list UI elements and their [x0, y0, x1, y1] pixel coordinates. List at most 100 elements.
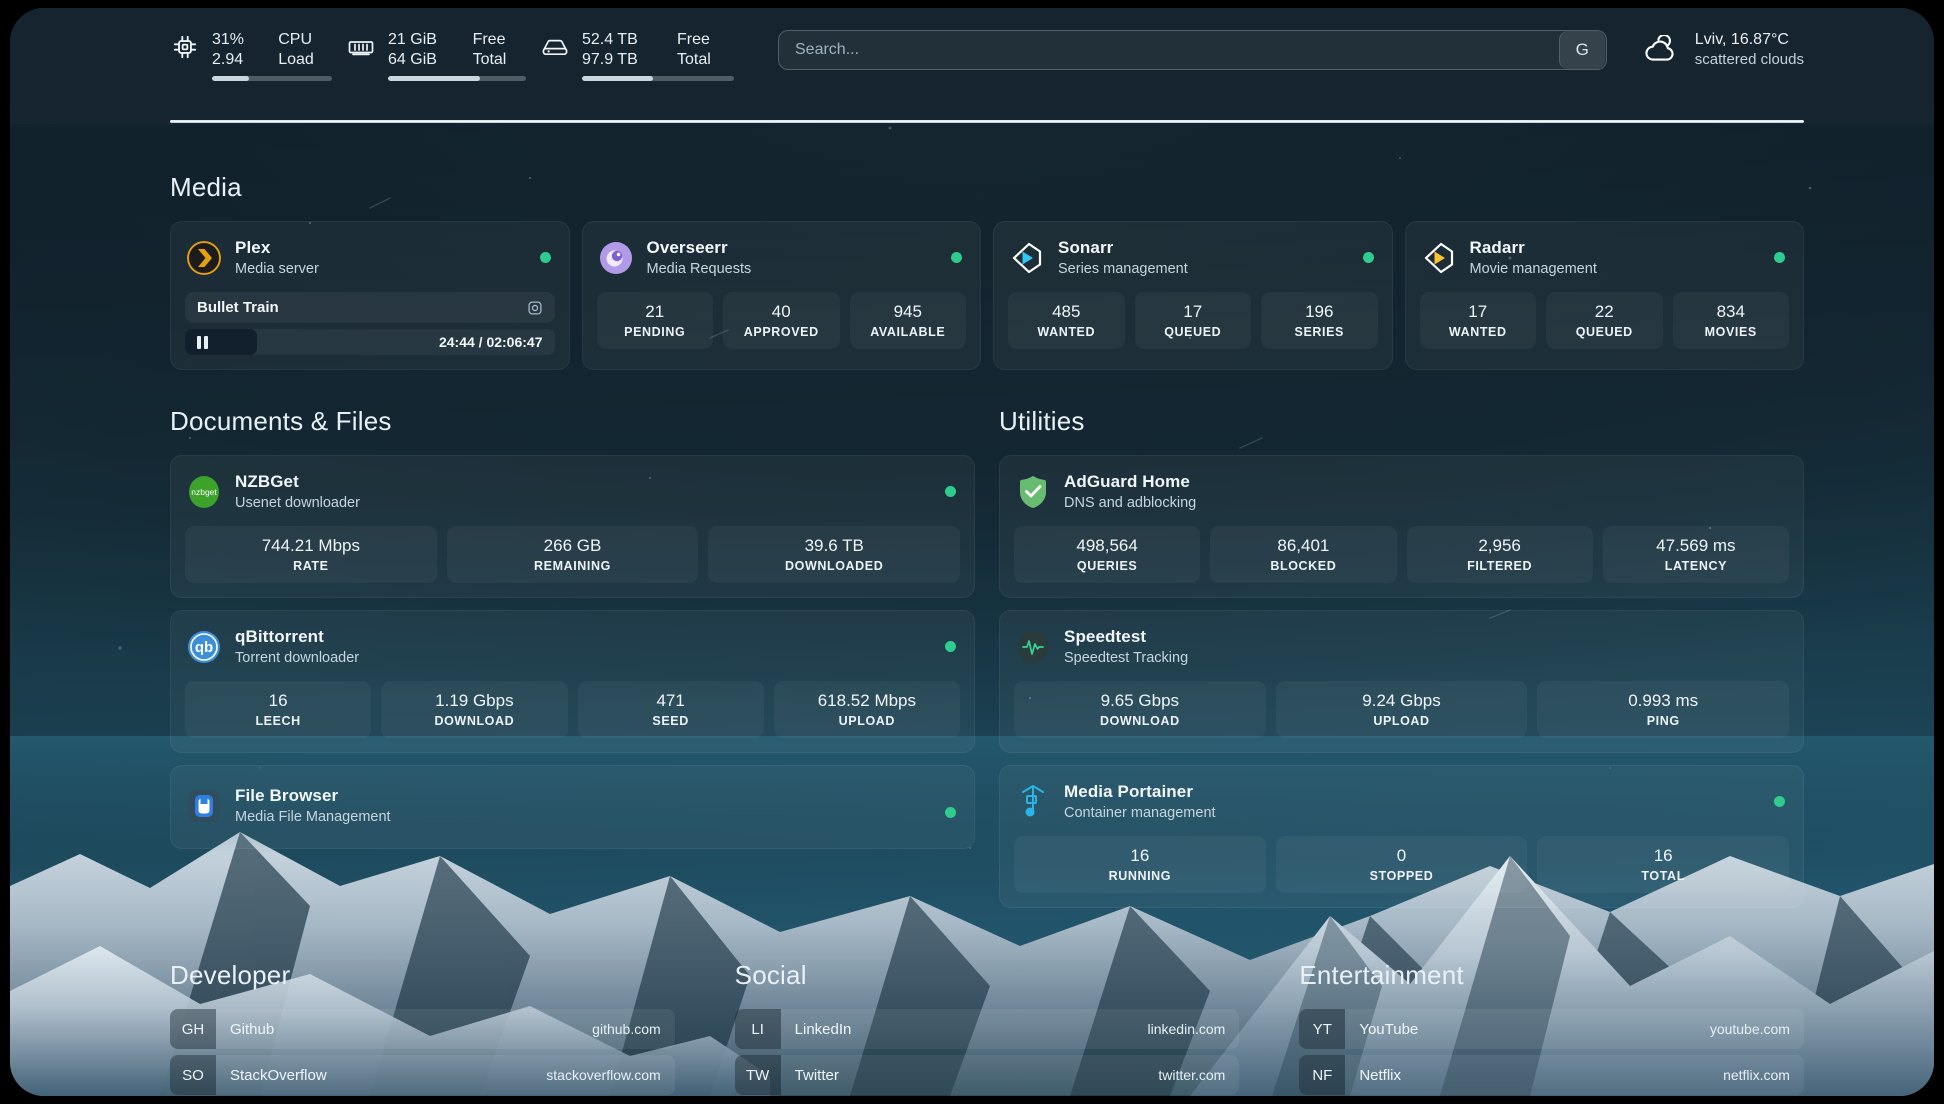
- stat-cell[interactable]: 744.21 Mbps RATE: [185, 526, 437, 583]
- stat-cell[interactable]: 40 APPROVED: [723, 292, 840, 349]
- bookmark-item[interactable]: SO StackOverflow stackoverflow.com: [170, 1055, 675, 1095]
- stat-value: 16: [268, 691, 288, 710]
- service-card-speedtest[interactable]: Speedtest Speedtest Tracking 9.65 Gbps D…: [999, 610, 1804, 753]
- plex-progress-bar[interactable]: 24:44 / 02:06:47: [185, 329, 555, 355]
- bookmark-abbr: YT: [1299, 1009, 1346, 1049]
- plex-now-playing[interactable]: Bullet Train: [185, 292, 555, 323]
- bookmark-name: Netflix: [1359, 1066, 1402, 1084]
- bookmark-item[interactable]: YT YouTube youtube.com: [1299, 1009, 1804, 1049]
- stat-cell[interactable]: 22 QUEUED: [1546, 292, 1663, 349]
- plex-device-icon: [527, 300, 543, 316]
- service-card-nzbget[interactable]: nzbget NZBGet Usenet downloader: [170, 455, 975, 598]
- pause-icon[interactable]: [197, 335, 208, 349]
- stat-value: 39.6 TB: [804, 536, 864, 555]
- service-name: qBittorrent: [235, 627, 324, 646]
- stat-cell[interactable]: 0.993 ms PING: [1537, 681, 1790, 738]
- stat-label: DOWNLOAD: [434, 714, 515, 728]
- search-bar[interactable]: G: [778, 30, 1607, 70]
- service-card-file-browser[interactable]: File Browser Media File Management: [170, 765, 975, 849]
- memory-total-label: Total: [472, 51, 507, 68]
- service-card-media-portainer[interactable]: Media Portainer Container management 16 …: [999, 765, 1804, 908]
- wallpaper: [10, 8, 1934, 1096]
- stat-cell[interactable]: 0 STOPPED: [1275, 836, 1528, 893]
- status-badge: [1774, 796, 1785, 807]
- stat-label: PING: [1646, 714, 1680, 728]
- stat-cell[interactable]: 86,401 BLOCKED: [1210, 526, 1397, 583]
- bookmark-url: twitter.com: [1158, 1067, 1226, 1083]
- service-name: File Browser: [235, 786, 339, 805]
- stat-cell[interactable]: 196 SERIES: [1261, 292, 1378, 349]
- service-card-plex[interactable]: Plex Media server Bullet Train: [170, 221, 570, 370]
- stat-label: FILTERED: [1467, 559, 1533, 573]
- stat-cell[interactable]: 16 RUNNING: [1014, 836, 1266, 893]
- service-card-qbittorrent[interactable]: qb qBittorrent Torrent downloader: [170, 610, 975, 753]
- weather-widget[interactable]: Lviv, 16.87°C scattered clouds: [1607, 30, 1804, 70]
- stat-value: 17: [1468, 302, 1488, 321]
- service-desc: Media Requests: [646, 261, 752, 277]
- stat-cell[interactable]: 266 GB REMAINING: [446, 526, 699, 583]
- search-input[interactable]: [779, 31, 1559, 69]
- dashboard-content: Media Plex Media server: [10, 124, 1934, 1096]
- service-card-adguard-home[interactable]: AdGuard Home DNS and adblocking 498,564 …: [999, 455, 1804, 598]
- stat-cell[interactable]: 2,956 FILTERED: [1406, 526, 1593, 583]
- stat-cell[interactable]: 39.6 TB DOWNLOADED: [708, 526, 961, 583]
- service-desc: Media server: [235, 261, 319, 277]
- header-divider: [170, 120, 1804, 123]
- stat-value: 9.24 Gbps: [1362, 691, 1441, 710]
- stat-label: QUEUED: [1164, 325, 1222, 339]
- stat-label: RUNNING: [1108, 869, 1172, 883]
- bookmark-item[interactable]: NF Netflix netflix.com: [1299, 1055, 1804, 1095]
- bookmark-abbr: GH: [170, 1009, 216, 1049]
- stat-cell[interactable]: 834 MOVIES: [1672, 292, 1789, 349]
- service-card-overseerr[interactable]: Overseerr Media Requests 21 PENDING 40 A…: [581, 221, 981, 370]
- bookmark-name: YouTube: [1359, 1020, 1419, 1038]
- stat-cell[interactable]: 17 WANTED: [1419, 292, 1536, 349]
- status-badge: [945, 641, 956, 652]
- stat-value: 9.65 Gbps: [1100, 691, 1180, 710]
- service-card-radarr[interactable]: Radarr Movie management 17 WANTED 22 QUE…: [1404, 221, 1804, 370]
- service-desc: DNS and adblocking: [1064, 495, 1197, 511]
- stat-value: 834: [1716, 302, 1745, 321]
- bookmark-item[interactable]: GH Github github.com: [170, 1009, 675, 1049]
- stat-value: 618.52 Mbps: [817, 691, 917, 710]
- stat-cell[interactable]: 47.569 ms LATENCY: [1602, 526, 1789, 583]
- stat-value: 266 GB: [543, 536, 602, 555]
- stat-cell[interactable]: 945 AVAILABLE: [849, 292, 966, 349]
- stat-label: DOWNLOADED: [785, 559, 884, 573]
- bookmark-item[interactable]: TW Twitter twitter.com: [734, 1055, 1240, 1095]
- service-name: AdGuard Home: [1064, 472, 1190, 491]
- weather-condition: scattered clouds: [1694, 51, 1804, 68]
- bookmarks-section: Developer GH Github github.com SO StackO…: [170, 960, 1804, 1096]
- stat-label: PENDING: [624, 325, 686, 339]
- stat-cell[interactable]: 16 LEECH: [185, 681, 372, 738]
- stat-disk[interactable]: 52.4 TB Free 97.9 TB Total: [540, 30, 748, 81]
- bookmark-group-title: Social: [734, 960, 807, 990]
- service-card-sonarr[interactable]: Sonarr Series management 485 WANTED 17 Q…: [993, 221, 1393, 370]
- stat-cell[interactable]: 485 WANTED: [1008, 292, 1125, 349]
- memory-icon: [346, 30, 376, 64]
- stat-cell[interactable]: 1.19 Gbps DOWNLOAD: [381, 681, 568, 738]
- stat-memory[interactable]: 21 GiB Free 64 GiB Total: [346, 30, 540, 81]
- qbittorrent-icon: qb: [187, 630, 221, 664]
- bookmark-name: Twitter: [794, 1066, 839, 1084]
- cpu-progress-bar: [212, 76, 332, 81]
- stat-cell[interactable]: 16 TOTAL: [1537, 836, 1790, 893]
- stat-cell[interactable]: 9.24 Gbps UPLOAD: [1275, 681, 1528, 738]
- search-engine-button[interactable]: G: [1558, 31, 1605, 69]
- stars-overlay: [118, 126, 1812, 890]
- stat-cell[interactable]: 498,564 QUERIES: [1014, 526, 1201, 583]
- bookmark-item[interactable]: LI LinkedIn linkedin.com: [734, 1009, 1240, 1049]
- speedtest-icon: [1016, 630, 1050, 664]
- section-title-media: Media: [170, 172, 242, 202]
- stat-value: 196: [1305, 302, 1334, 321]
- stat-cpu[interactable]: 31% CPU 2.94 Load: [170, 30, 346, 81]
- bookmark-group-developer: Developer GH Github github.com SO StackO…: [170, 960, 675, 1096]
- stat-cell[interactable]: 17 QUEUED: [1134, 292, 1251, 349]
- stat-cell[interactable]: 471 SEED: [577, 681, 764, 738]
- stat-cell[interactable]: 9.65 Gbps DOWNLOAD: [1014, 681, 1266, 738]
- disk-total-value: 97.9 TB: [582, 51, 638, 68]
- stat-value: 22: [1594, 302, 1614, 321]
- stat-cell[interactable]: 21 PENDING: [596, 292, 713, 349]
- stat-cell[interactable]: 618.52 Mbps UPLOAD: [773, 681, 960, 738]
- stat-label: SEED: [652, 714, 689, 728]
